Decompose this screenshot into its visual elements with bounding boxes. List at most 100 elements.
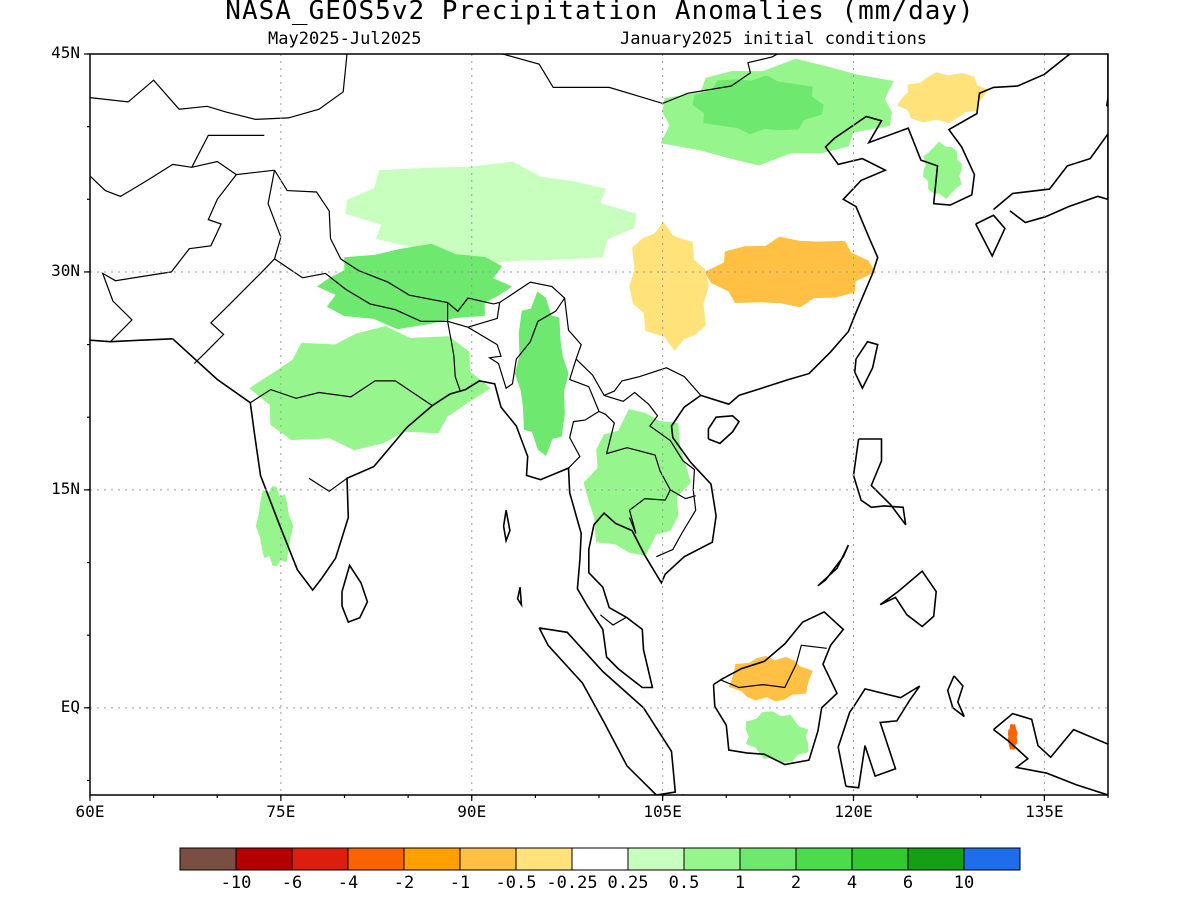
- lat-label: 30N: [51, 260, 80, 280]
- colorbar-swatch: [403, 847, 461, 871]
- border: [101, 174, 237, 343]
- border: [670, 489, 696, 500]
- colorbar-label: 6: [902, 873, 914, 893]
- anomaly-region: [255, 486, 294, 567]
- initial-conditions: January2025 initial conditions: [620, 29, 928, 49]
- border: [447, 321, 461, 392]
- coastline: [817, 544, 850, 587]
- colorbar-label: 1: [734, 873, 746, 893]
- anomaly-region: [897, 72, 989, 123]
- border: [568, 410, 600, 469]
- border: [273, 169, 702, 397]
- border: [447, 297, 566, 390]
- coastline: [879, 570, 938, 628]
- colorbar-swatch: [347, 847, 405, 871]
- coastline: [712, 610, 845, 766]
- colorbar: [179, 847, 1021, 871]
- anomaly-fields: [249, 58, 1018, 763]
- colorbar-label: 10: [953, 873, 975, 893]
- colorbar-swatch: [907, 847, 965, 871]
- anomaly-region: [728, 656, 813, 702]
- colorbar-swatch: [851, 847, 909, 871]
- colorbar-label: -0.5: [495, 873, 537, 893]
- coastline: [852, 438, 907, 526]
- coastline: [516, 587, 523, 608]
- anomaly-region: [514, 291, 569, 456]
- border: [568, 358, 671, 534]
- border: [249, 380, 433, 407]
- lon-label: 120E: [834, 802, 873, 821]
- coastline: [90, 338, 173, 343]
- lat-label: 15N: [51, 478, 80, 498]
- anomaly-region: [692, 75, 824, 135]
- lon-label: 60E: [75, 802, 105, 821]
- colorbar-label: -10: [220, 873, 252, 893]
- border: [345, 288, 449, 322]
- lon-label: 135E: [1025, 802, 1064, 821]
- coastline: [1009, 195, 1108, 224]
- anomaly-region: [249, 326, 491, 451]
- colorbar-swatch: [291, 847, 349, 871]
- border: [603, 391, 697, 558]
- coastline: [992, 712, 1108, 759]
- colorbar-swatch: [515, 847, 573, 871]
- border: [191, 134, 265, 168]
- colorbar-label: 0.25: [607, 873, 649, 893]
- border: [90, 160, 275, 198]
- border: [599, 614, 626, 626]
- anomaly-region: [704, 236, 876, 308]
- coastline: [992, 132, 1108, 211]
- colorbar-swatch: [235, 847, 293, 871]
- coastline: [837, 685, 921, 789]
- colorbar-swatch: [459, 847, 517, 871]
- map-title: NASA_GEOS5v2 Precipitation Anomalies (mm…: [225, 0, 975, 26]
- coastline: [538, 627, 677, 795]
- border: [308, 477, 348, 493]
- anomaly-region: [745, 711, 809, 763]
- lon-label: 90E: [457, 802, 487, 821]
- coastlines: [90, 54, 1108, 795]
- colorbar-swatch: [739, 847, 797, 871]
- coastline: [1105, 54, 1108, 107]
- anomaly-region: [316, 243, 513, 330]
- coastline: [854, 340, 879, 391]
- colorbar-label: 2: [790, 873, 802, 893]
- coastline: [993, 728, 1108, 795]
- border: [467, 302, 501, 328]
- coastline: [502, 510, 511, 544]
- colorbar-label: -1: [449, 873, 471, 893]
- colorbar-label: -6: [281, 873, 303, 893]
- anomaly-region: [923, 141, 962, 199]
- border: [720, 644, 827, 689]
- colorbar-label: 4: [846, 873, 858, 893]
- forecast-period: May2025-Jul2025: [268, 29, 422, 49]
- colorbar-swatch: [963, 847, 1021, 871]
- coastline: [172, 338, 717, 689]
- graticule: [90, 54, 1108, 795]
- colorbar-label: 0.5: [668, 873, 700, 893]
- colorbar-swatch: [683, 847, 741, 871]
- border: [90, 54, 348, 121]
- colorbar-label: -0.25: [546, 873, 598, 893]
- border: [193, 170, 282, 364]
- colorbar-swatch: [795, 847, 853, 871]
- coastline: [707, 414, 741, 445]
- coastline: [700, 54, 1071, 406]
- lat-label: 45N: [51, 43, 80, 62]
- colorbar-swatch: [571, 847, 629, 871]
- colorbar-swatch: [179, 847, 237, 871]
- anomaly-region: [345, 161, 637, 266]
- lat-label: EQ: [60, 696, 80, 716]
- coastline: [341, 563, 369, 624]
- axis-ticks: [84, 53, 1109, 801]
- colorbar-label: -4: [337, 873, 359, 893]
- border: [500, 54, 779, 105]
- colorbar-swatch: [627, 847, 685, 871]
- coastline: [974, 214, 1006, 258]
- lon-label: 105E: [643, 802, 682, 821]
- anomaly-region: [583, 409, 691, 556]
- coastline: [946, 675, 965, 718]
- border: [274, 258, 347, 290]
- anomaly-region: [1007, 723, 1018, 750]
